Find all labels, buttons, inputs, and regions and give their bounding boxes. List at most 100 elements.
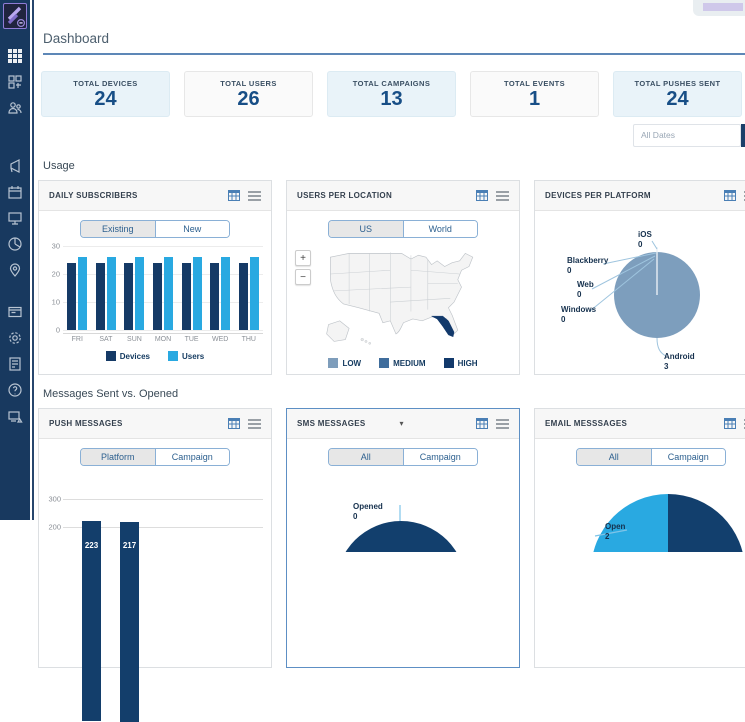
table-view-icon[interactable] (228, 190, 240, 201)
y-tick: 30 (52, 242, 60, 251)
reports-document-icon[interactable] (7, 356, 23, 372)
legend-swatch (106, 351, 116, 361)
gridline (63, 330, 263, 331)
panel-devices-per-platform: DEVICES PER PLATFORM (534, 180, 745, 375)
locations-pin-icon[interactable] (7, 262, 23, 278)
stats-row: TOTAL DEVICES 24 TOTAL USERS 26 TOTAL CA… (41, 71, 742, 117)
bar-devices (124, 263, 133, 330)
bar-group (120, 246, 149, 330)
legend-swatch (444, 358, 454, 368)
legend-swatch (168, 351, 178, 361)
toggle-campaign[interactable]: Campaign (403, 449, 478, 465)
toggle-existing[interactable]: Existing (81, 221, 155, 237)
pages-window-icon[interactable] (7, 304, 23, 320)
bar-devices (67, 263, 76, 330)
campaigns-megaphone-icon[interactable] (7, 158, 23, 174)
settings-gear-icon[interactable] (7, 330, 23, 346)
bar-users (250, 257, 259, 330)
chevron-down-icon[interactable]: ▾ (400, 419, 404, 428)
bar-users (78, 257, 87, 330)
menu-icon[interactable] (496, 191, 509, 201)
bar (120, 522, 139, 722)
gridline (63, 499, 263, 500)
sidebar (0, 0, 30, 520)
top-right-widget[interactable] (693, 0, 745, 16)
email-messages-pie: Open 2 (535, 466, 745, 552)
table-view-icon[interactable] (476, 418, 488, 429)
us-choropleth-map[interactable] (321, 242, 499, 350)
devices-per-platform-pie: iOS 0 Blackberry 0 Web 0 Windows 0 Andro… (535, 211, 745, 375)
y-tick: 300 (43, 495, 61, 504)
devices-monitor-icon[interactable] (7, 210, 23, 226)
app-logo-icon[interactable] (3, 3, 27, 29)
us-world-toggle: US World (328, 220, 478, 238)
toggle-campaign[interactable]: Campaign (155, 449, 230, 465)
y-tick: 10 (52, 298, 60, 307)
table-view-icon[interactable] (724, 190, 736, 201)
toggle-world[interactable]: World (403, 221, 478, 237)
y-tick: 20 (52, 270, 60, 279)
apps-icon[interactable] (7, 74, 23, 90)
legend-item: Devices (106, 351, 150, 361)
bar-group (206, 246, 235, 330)
toggle-platform[interactable]: Platform (81, 449, 155, 465)
legend-label: HIGH (458, 359, 478, 368)
bar-users (135, 257, 144, 330)
help-icon[interactable] (7, 382, 23, 398)
legend-item: LOW (328, 358, 361, 368)
y-tick: 200 (43, 523, 61, 532)
content-left-rule (32, 0, 34, 520)
dashboard-grid-icon[interactable] (7, 48, 23, 64)
bar-users (164, 257, 173, 330)
section-usage: Usage (43, 160, 745, 172)
toggle-all[interactable]: All (577, 449, 651, 465)
bar-devices (182, 263, 191, 330)
toggle-campaign[interactable]: Campaign (651, 449, 726, 465)
date-picker-button[interactable] (741, 124, 745, 147)
pie-label-web: Web 0 (577, 280, 594, 299)
planner-calendar-icon[interactable] (7, 184, 23, 200)
stat-total-events: TOTAL EVENTS 1 (470, 71, 599, 117)
table-view-icon[interactable] (724, 418, 736, 429)
legend-label: MEDIUM (393, 359, 425, 368)
toggle-us[interactable]: US (329, 221, 403, 237)
email-open-callout: Open 2 (605, 522, 625, 541)
analytics-pie-icon[interactable] (7, 236, 23, 252)
map-zoom-in-button[interactable]: + (295, 250, 311, 266)
table-view-icon[interactable] (228, 418, 240, 429)
table-view-icon[interactable] (476, 190, 488, 201)
audience-users-icon[interactable] (7, 100, 23, 116)
top-bar: Dashboard (34, 0, 745, 55)
x-tick: WED (206, 336, 235, 343)
bar-group (234, 246, 263, 330)
stat-total-pushes-sent: TOTAL PUSHES SENT 24 (613, 71, 742, 117)
bar-group (92, 246, 121, 330)
toggle-all[interactable]: All (329, 449, 403, 465)
bar-value: 217 (120, 541, 139, 550)
platform-campaign-toggle: Platform Campaign (80, 448, 230, 466)
sms-opened-callout: Opened 0 (353, 502, 383, 521)
pie-label-ios: iOS 0 (638, 230, 652, 249)
x-tick: SUN (120, 336, 149, 343)
device-alerts-icon[interactable] (7, 408, 23, 424)
date-filter-input[interactable]: All Dates (633, 124, 741, 147)
bar (82, 521, 101, 721)
stat-total-devices: TOTAL DEVICES 24 (41, 71, 170, 117)
bar-users (221, 257, 230, 330)
menu-icon[interactable] (496, 419, 509, 429)
panel-sms-messages: SMS MESSAGES ▾ All Campaign Opened (286, 408, 520, 668)
menu-icon[interactable] (248, 191, 261, 201)
bar-group (149, 246, 178, 330)
y-tick: 0 (56, 326, 60, 335)
legend-item: Users (168, 351, 204, 361)
map-zoom-out-button[interactable]: − (295, 269, 311, 285)
stat-total-users: TOTAL USERS 26 (184, 71, 313, 117)
x-tick: FRI (63, 336, 92, 343)
menu-icon[interactable] (248, 419, 261, 429)
top-right-highlight (703, 3, 743, 11)
toggle-new[interactable]: New (155, 221, 230, 237)
bar-devices (96, 263, 105, 330)
